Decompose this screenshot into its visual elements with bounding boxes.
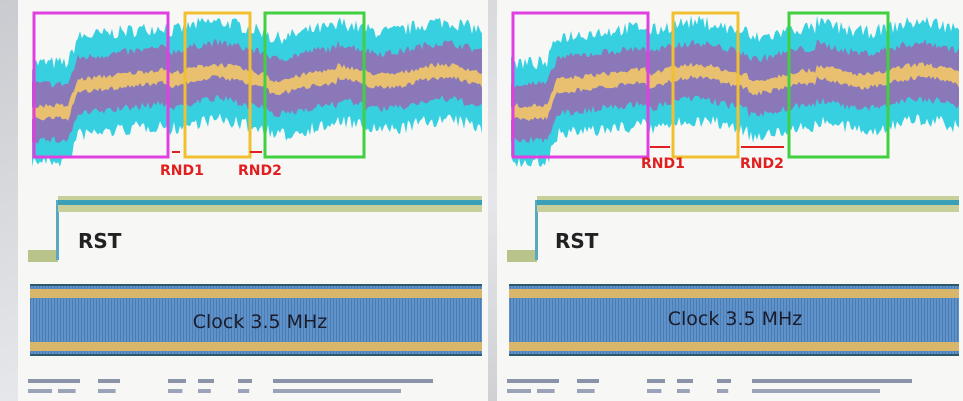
clock-trace [509, 342, 959, 351]
status-text [28, 379, 58, 383]
status-text [98, 389, 116, 393]
status-text [168, 379, 186, 383]
status-text [717, 379, 731, 383]
status-text [537, 389, 555, 393]
rst-trace [28, 250, 58, 262]
status-text [647, 379, 665, 383]
status-text [507, 389, 531, 393]
status-text [537, 379, 559, 383]
label: RND2 [740, 156, 784, 172]
label: Clock 3.5 MHz [668, 308, 803, 330]
scope-panel [18, 0, 488, 401]
status-text [58, 389, 76, 393]
label: RST [78, 229, 122, 253]
clock-trace [30, 342, 482, 351]
status-text [98, 379, 120, 383]
status-text [238, 379, 252, 383]
status-text [677, 389, 690, 393]
status-text [577, 389, 595, 393]
rst-trace [58, 200, 482, 205]
status-text [647, 389, 661, 393]
status-text [752, 389, 880, 393]
screenshot: RND1 RND2 RST Clock 3.5 MHz RND1 RND2 RS… [0, 0, 963, 401]
status-text [28, 389, 52, 393]
status-text [752, 379, 912, 383]
rst-trace [537, 200, 959, 205]
status-text [198, 389, 211, 393]
scope-panel [497, 0, 963, 401]
label: RST [555, 229, 599, 253]
label: RND1 [160, 163, 204, 179]
status-text [168, 389, 182, 393]
status-text [577, 379, 599, 383]
status-text [273, 389, 401, 393]
status-text [273, 379, 433, 383]
status-text [677, 379, 693, 383]
clock-trace [509, 289, 959, 298]
label: RND2 [238, 163, 282, 179]
status-text [717, 389, 728, 393]
label: Clock 3.5 MHz [193, 311, 328, 333]
status-text [58, 379, 80, 383]
label: RND1 [641, 156, 685, 172]
status-text [198, 379, 214, 383]
status-text [507, 379, 537, 383]
clock-trace [30, 289, 482, 298]
rst-trace [507, 250, 537, 262]
status-text [238, 389, 249, 393]
